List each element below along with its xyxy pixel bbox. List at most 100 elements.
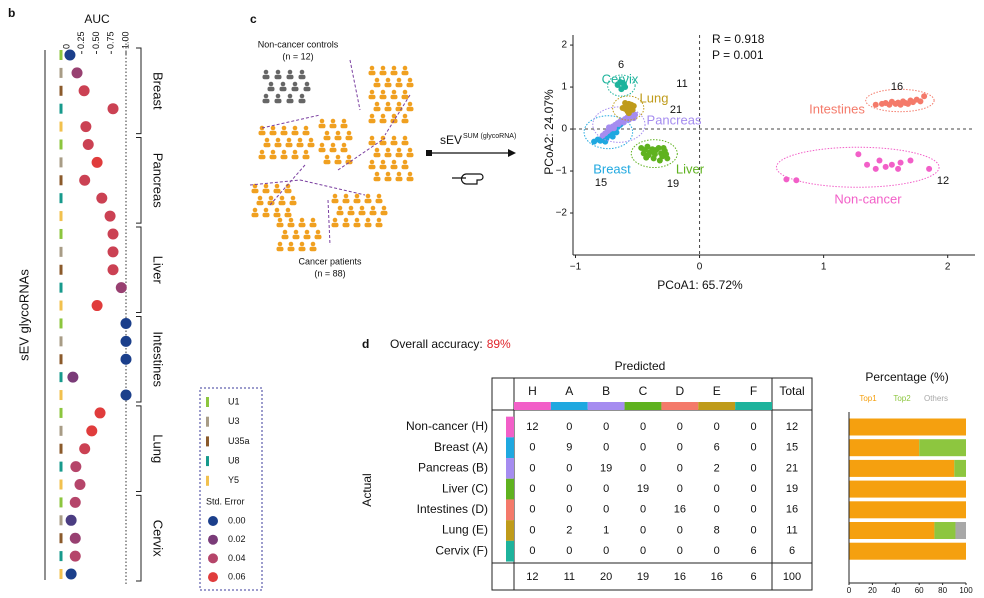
arrow-start: [426, 150, 432, 156]
person-icon: [288, 217, 294, 223]
cell: 0: [566, 483, 572, 495]
x-tick-label: 100: [959, 586, 973, 595]
person-icon: [259, 149, 265, 155]
cell: 0: [603, 504, 609, 516]
group-bracket: [136, 405, 142, 493]
person-icon: [274, 98, 282, 104]
person-icon: [315, 229, 321, 235]
cell: 0: [640, 462, 646, 474]
x-axis-label: PCoA1: 65.72%: [657, 278, 743, 292]
cell: 6: [751, 545, 757, 557]
person-icon: [330, 142, 336, 148]
person-icon: [358, 210, 366, 216]
column-strip: [514, 402, 551, 410]
rna-marker: [59, 246, 63, 257]
person-icon: [401, 140, 409, 146]
person-icon: [402, 89, 408, 95]
cell: 0: [529, 483, 535, 495]
cluster-ellipse: [865, 88, 935, 113]
person-icon: [263, 207, 269, 213]
person-icon: [277, 217, 283, 223]
total-cell: 11: [564, 571, 575, 583]
point: [664, 155, 671, 162]
person-icon: [258, 154, 266, 160]
total-cell: 19: [637, 571, 649, 583]
person-icon: [256, 200, 264, 206]
bar-segment: [849, 459, 955, 477]
point: [876, 157, 883, 164]
rna-marker: [59, 157, 63, 168]
person-icon: [309, 246, 317, 252]
cell: 1: [603, 524, 609, 536]
person-icon: [285, 183, 291, 189]
person-icon: [369, 113, 375, 119]
legend-swatch: [206, 416, 209, 427]
person-icon: [337, 205, 343, 211]
rna-marker: [59, 67, 63, 78]
person-icon: [289, 200, 297, 206]
point: [660, 144, 667, 151]
person-icon: [281, 234, 289, 240]
series-label: Non-cancer: [834, 191, 902, 206]
x-axis-label: AUC: [84, 12, 110, 26]
dot: [79, 174, 91, 186]
dot: [78, 85, 90, 97]
rna-marker: [59, 336, 63, 347]
divider: [261, 114, 321, 129]
person-icon: [285, 207, 291, 213]
person-icon: [278, 200, 286, 206]
person-icon: [390, 164, 398, 170]
point: [882, 163, 889, 170]
cell: 19: [786, 483, 798, 495]
total-cell: 16: [674, 571, 686, 583]
person-icon: [309, 222, 317, 228]
person-icon: [263, 69, 269, 75]
series-count: 15: [595, 177, 607, 189]
rna-marker: [59, 425, 63, 436]
person-icon: [299, 217, 305, 223]
bar-segment: [919, 439, 966, 457]
x-tick-label: 60: [915, 586, 924, 595]
series-count: 12: [937, 175, 949, 187]
annotation: R = 0.918: [712, 32, 765, 46]
person-icon: [374, 171, 380, 177]
rna-marker: [59, 407, 63, 418]
patients-n: (n = 88): [314, 268, 345, 278]
divider: [327, 199, 331, 246]
person-icon: [252, 207, 258, 213]
cell: 11: [786, 524, 797, 536]
row-label: Non-cancer (H): [406, 419, 488, 433]
total-cell: 100: [783, 571, 801, 583]
x-tick-label: 1: [821, 262, 827, 273]
person-icon: [368, 94, 376, 100]
person-icon: [332, 193, 338, 199]
person-icon: [299, 93, 305, 99]
legend-label: 0.04: [228, 553, 246, 563]
person-icon: [303, 125, 309, 131]
x-tick-label: 0: [61, 44, 71, 49]
legend-label: Others: [924, 394, 948, 403]
column-label: C: [639, 384, 648, 398]
person-icon: [285, 142, 293, 148]
person-icon: [335, 130, 341, 136]
group-bracket: [136, 315, 142, 403]
x-tick-label: 0: [697, 262, 703, 273]
cell: 0: [529, 524, 535, 536]
row-label: Pancreas (B): [418, 461, 488, 475]
rna-marker: [59, 85, 63, 96]
group-bracket: [136, 136, 142, 224]
person-icon: [292, 234, 300, 240]
person-icon: [335, 154, 341, 160]
legend-label: 0.06: [228, 571, 246, 581]
column-label: D: [676, 384, 685, 398]
cell: 12: [786, 421, 798, 433]
cell: 8: [714, 524, 720, 536]
person-icon: [391, 159, 397, 165]
person-icon: [379, 118, 387, 124]
person-icon: [406, 176, 414, 182]
person-icon: [368, 70, 376, 76]
x-tick-label: 80: [938, 586, 947, 595]
person-icon: [319, 142, 325, 148]
point: [625, 110, 632, 117]
